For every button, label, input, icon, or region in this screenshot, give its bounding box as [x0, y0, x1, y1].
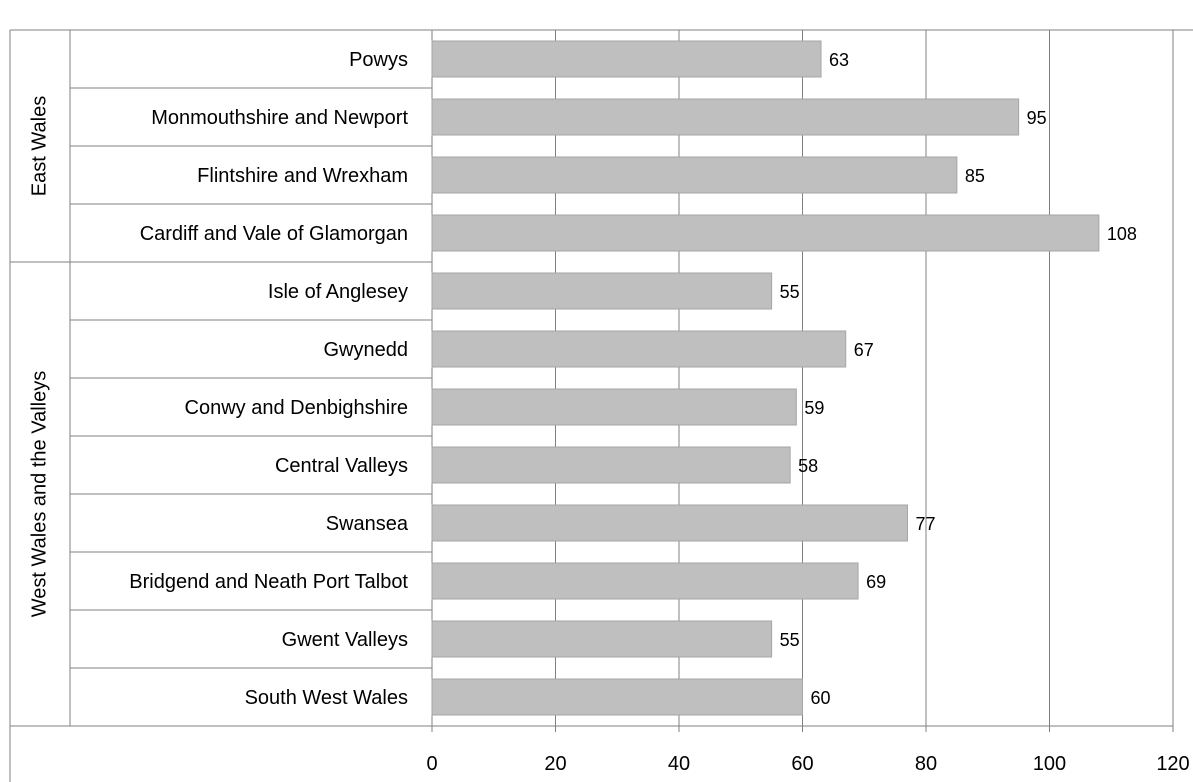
group-labels: East Wales West Wales and the Valleys [28, 96, 50, 617]
bars [431, 40, 1100, 716]
x-axis-ticks: 0 20 40 60 80 100 120 [426, 753, 1189, 775]
bar [431, 504, 908, 542]
category-label: Isle of Anglesey [268, 281, 408, 303]
bar [431, 156, 958, 194]
bar [431, 40, 822, 78]
data-label: 55 [780, 282, 800, 302]
x-tick-label: 60 [791, 753, 813, 775]
bar [431, 446, 791, 484]
chart-frame [9, 29, 1193, 782]
bar [431, 620, 773, 658]
bar [431, 678, 803, 716]
x-tick-label: 0 [426, 753, 437, 775]
group-label: West Wales and the Valleys [28, 371, 50, 617]
data-label: 108 [1107, 224, 1137, 244]
bar [431, 330, 847, 368]
x-tick-label: 80 [915, 753, 937, 775]
gridlines [431, 30, 1174, 732]
category-labels: Powys Monmouthshire and Newport Flintshire… [129, 49, 409, 709]
data-label: 95 [1027, 108, 1047, 128]
category-label: Swansea [326, 513, 409, 535]
category-label: Monmouthshire and Newport [151, 107, 408, 129]
data-label: 77 [915, 514, 935, 534]
x-tick-label: 20 [544, 753, 566, 775]
category-label: Central Valleys [275, 455, 408, 477]
x-tick-label: 40 [668, 753, 690, 775]
data-label: 69 [866, 572, 886, 592]
x-tick-label: 120 [1156, 753, 1189, 775]
category-label: Bridgend and Neath Port Talbot [129, 571, 408, 593]
category-label: Gwent Valleys [282, 629, 408, 651]
data-label: 67 [854, 340, 874, 360]
data-label: 58 [798, 456, 818, 476]
bar [431, 214, 1100, 252]
data-label: 60 [811, 688, 831, 708]
category-label: Powys [349, 49, 408, 71]
category-label: Flintshire and Wrexham [197, 165, 408, 187]
bar [431, 98, 1020, 136]
category-label: Gwynedd [324, 339, 409, 361]
x-tick-label: 100 [1033, 753, 1066, 775]
data-label: 63 [829, 50, 849, 70]
bar [431, 562, 859, 600]
bar [431, 272, 773, 310]
data-label: 59 [804, 398, 824, 418]
data-labels: 63 95 85 108 55 67 59 58 77 69 55 60 [780, 50, 1137, 708]
bar [431, 388, 797, 426]
data-label: 55 [780, 630, 800, 650]
group-label: East Wales [28, 96, 50, 196]
category-label: Cardiff and Vale of Glamorgan [140, 223, 408, 245]
category-label: Conwy and Denbighshire [185, 397, 408, 419]
category-label: South West Wales [245, 687, 408, 709]
data-label: 85 [965, 166, 985, 186]
